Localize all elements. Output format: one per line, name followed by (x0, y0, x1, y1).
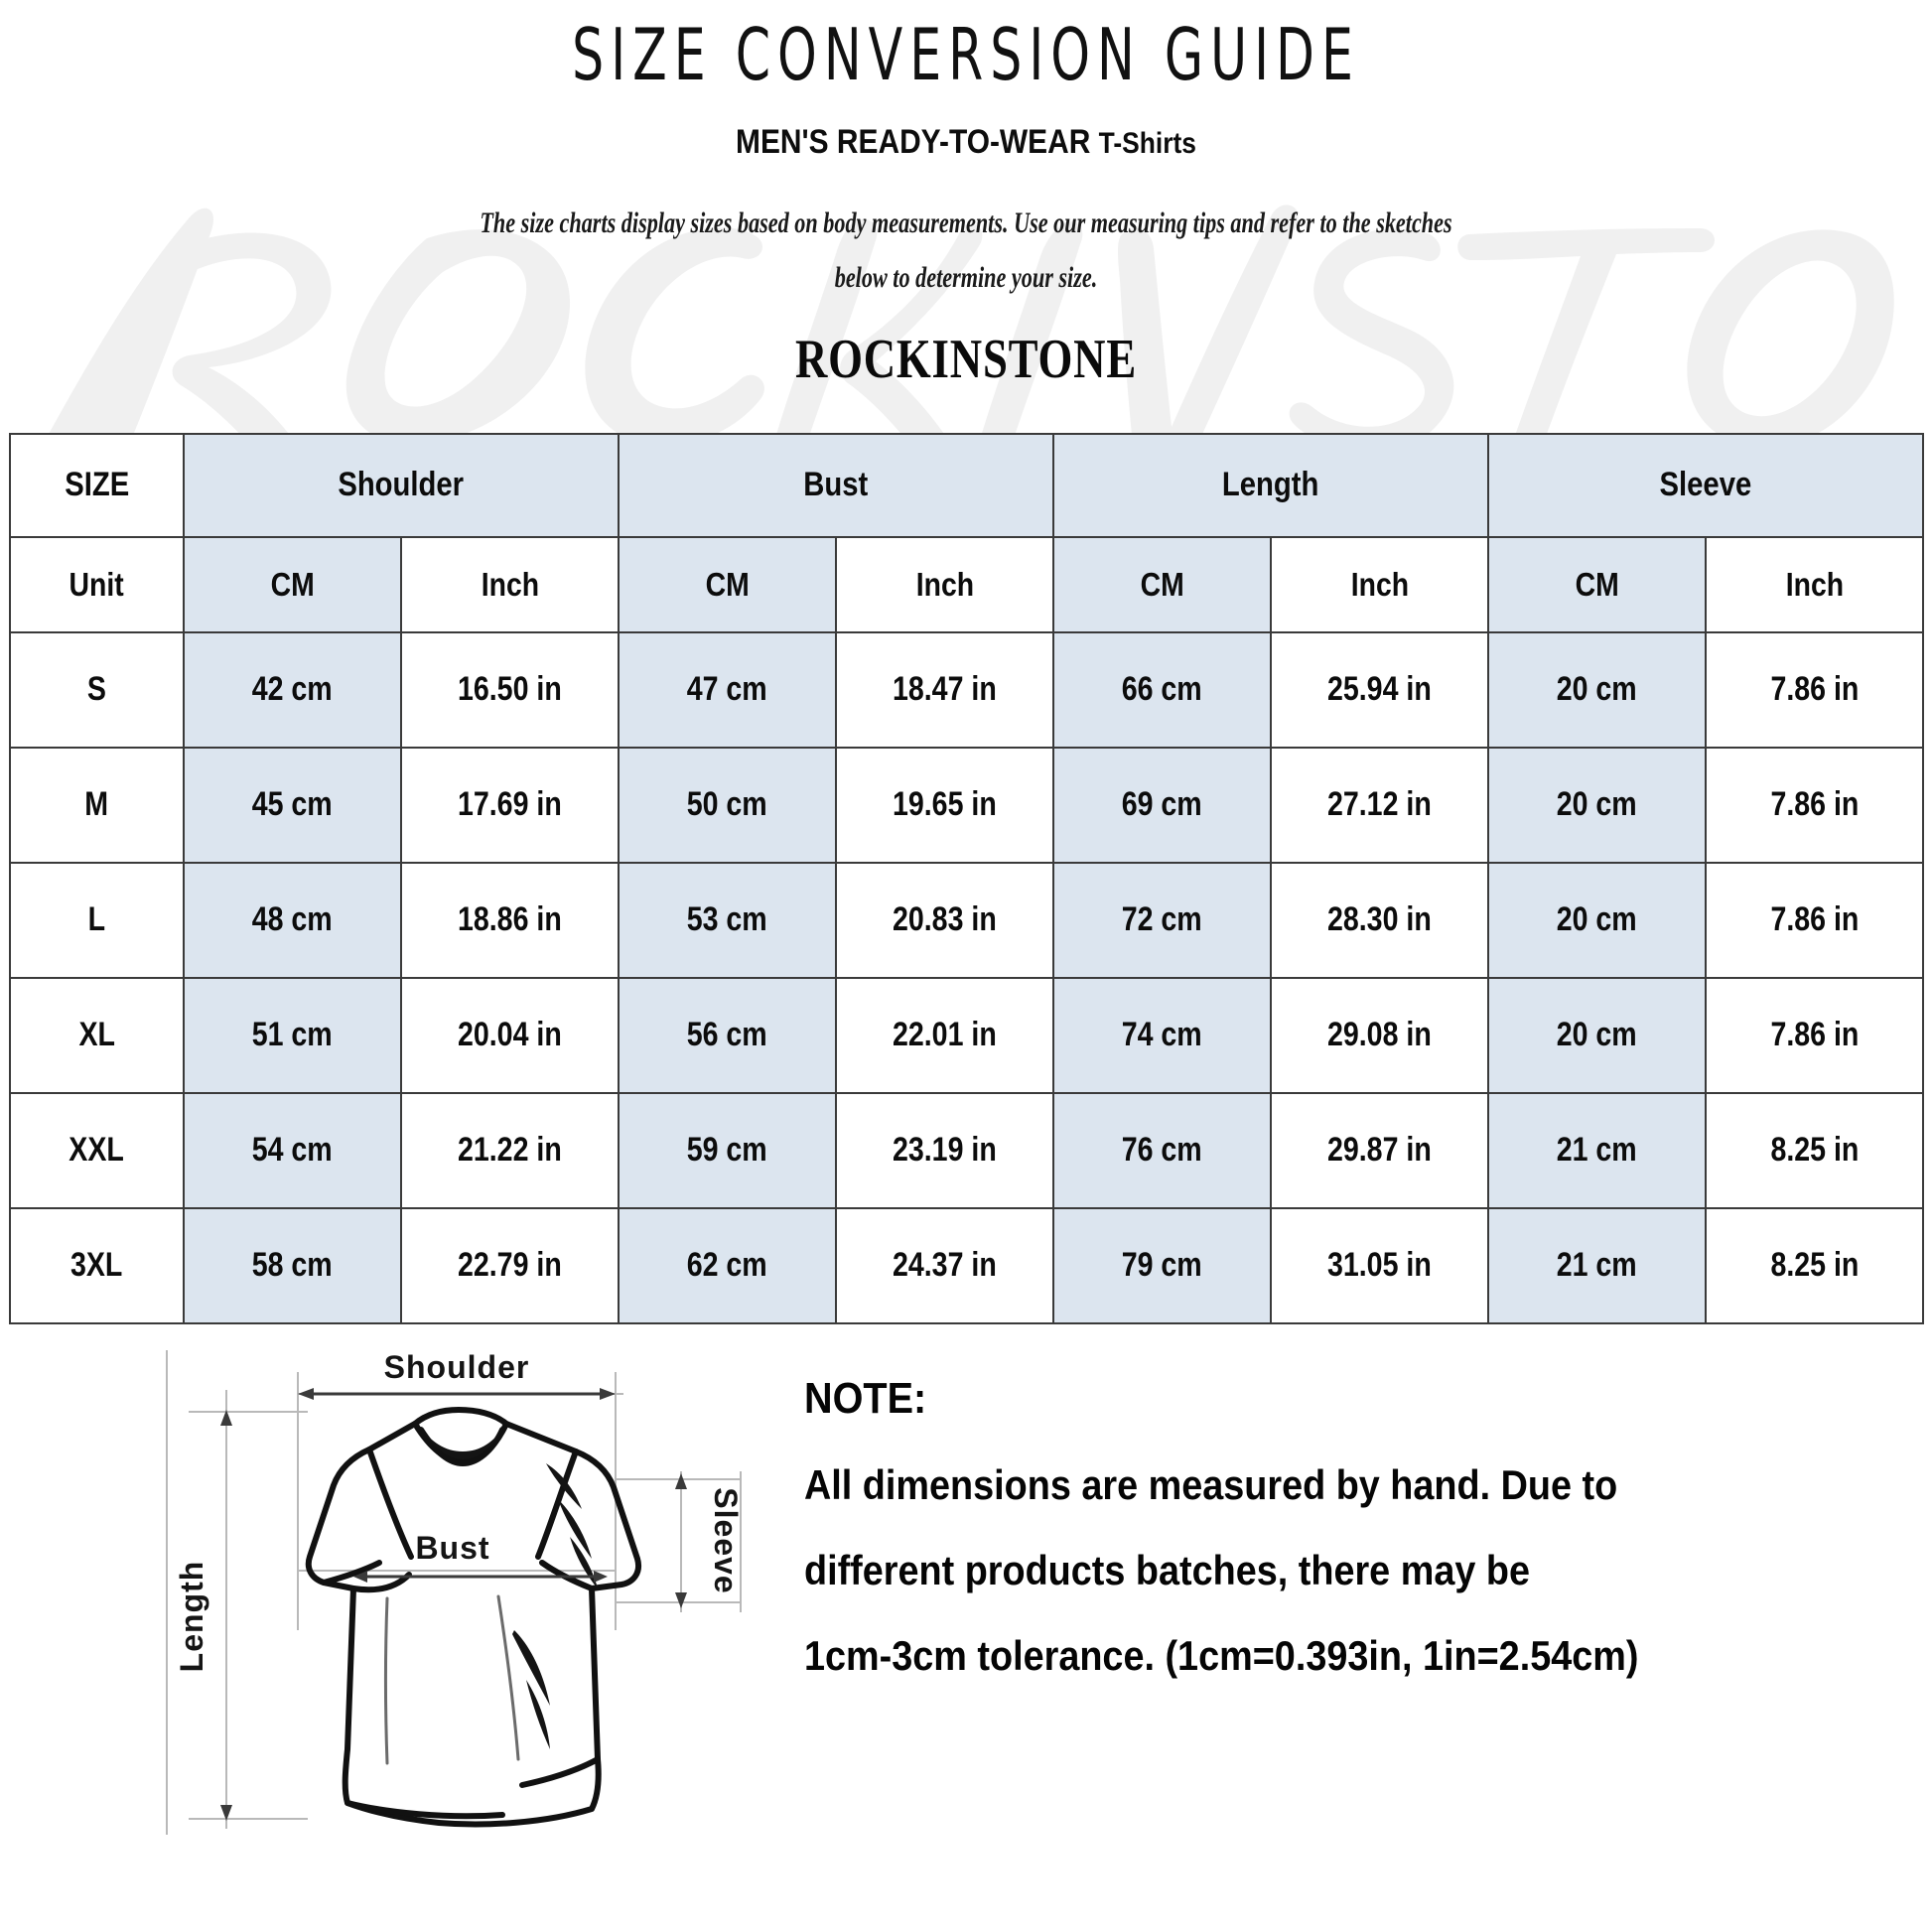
cell-r2-c4: 19.65 in (835, 746, 1054, 864)
cell-r3-c2: 18.86 in (400, 861, 620, 979)
note-line-2: different products batches, there may be (804, 1546, 1530, 1593)
cell-r1-c3: 47 cm (618, 630, 837, 749)
cell-r3-c8: 7.86 in (1704, 861, 1925, 979)
cell-r5-c2: 21.22 in (400, 1091, 620, 1209)
header-cell-group-3: Length (1052, 432, 1489, 538)
cell-r4-c5: 74 cm (1052, 976, 1272, 1094)
header-cell-unit-5: CM (1052, 535, 1272, 633)
header-cell-unit-7: CM (1487, 535, 1707, 633)
table-row: 3XL 58 cm 22.79 in 62 cm 24.37 in 79 cm 31.05 … (9, 1206, 1925, 1324)
cell-r6-c6: 31.05 in (1270, 1206, 1489, 1324)
cell-r1-c5: 66 cm (1052, 630, 1272, 749)
cell-r2-c3: 50 cm (618, 746, 837, 864)
cell-r4-c2: 20.04 in (400, 976, 620, 1094)
table-row: L 48 cm 18.86 in 53 cm 20.83 in 72 cm 28.30 in… (9, 861, 1925, 979)
table-group-header-row: SIZE Shoulder Bust Length Sleeve (9, 432, 1925, 538)
table-row: S 42 cm 16.50 in 47 cm 18.47 in 66 cm 25.94 in… (9, 630, 1925, 749)
cell-r2-c6: 27.12 in (1270, 746, 1489, 864)
header-cell-unit-4: Inch (835, 535, 1054, 633)
cell-r3-c4: 20.83 in (835, 861, 1054, 979)
table-row: XL 51 cm 20.04 in 56 cm 22.01 in 74 cm 29.08 i… (9, 976, 1925, 1094)
size-chart-table: SIZE Shoulder Bust Length Sleeve Unit CM Inch CM… (9, 432, 1925, 1324)
cell-r5-c4: 23.19 in (835, 1091, 1054, 1209)
intro-paragraph: The size charts display sizes based on b… (452, 196, 1480, 306)
cell-r3-c1: 48 cm (183, 861, 402, 979)
cell-r1-c4: 18.47 in (835, 630, 1054, 749)
tshirt-measurement-diagram: Shoulder Bust Length Sleeve (149, 1332, 784, 1849)
header-cell-group-2: Bust (618, 432, 1054, 538)
cell-r1-c2: 16.50 in (400, 630, 620, 749)
cell-r4-c7: 20 cm (1487, 976, 1707, 1094)
cell-r4-c3: 56 cm (618, 976, 837, 1094)
cell-r2-c7: 20 cm (1487, 746, 1707, 864)
cell-r5-c5: 76 cm (1052, 1091, 1272, 1209)
header-cell-group-1: Shoulder (183, 432, 620, 538)
cell-r3-c5: 72 cm (1052, 861, 1272, 979)
subtitle: MEN'S READY-TO-WEAR T-Shirts (116, 123, 1816, 162)
cell-r1-c6: 25.94 in (1270, 630, 1489, 749)
cell-r5-c8: 8.25 in (1704, 1091, 1925, 1209)
header-cell-unit-3: CM (618, 535, 837, 633)
header-cell-unit-6: Inch (1270, 535, 1489, 633)
size-table-container: SIZE Shoulder Bust Length Sleeve Unit CM Inch CM… (9, 432, 1925, 1324)
cell-r6-c1: 58 cm (183, 1206, 402, 1324)
cell-r4-c1: 51 cm (183, 976, 402, 1094)
table-row: M 45 cm 17.69 in 50 cm 19.65 in 69 cm 27.12 in… (9, 746, 1925, 864)
row-size-label: S (9, 630, 185, 749)
cell-r2-c2: 17.69 in (400, 746, 620, 864)
header-cell-unit-8: Inch (1704, 535, 1925, 633)
bottom-section: Shoulder Bust Length Sleeve NOTE: All di… (0, 1332, 1932, 1849)
cell-r4-c4: 22.01 in (835, 976, 1054, 1094)
header-cell-size: SIZE (9, 432, 185, 538)
cell-r1-c7: 20 cm (1487, 630, 1707, 749)
cell-r6-c4: 24.37 in (835, 1206, 1054, 1324)
cell-r3-c7: 20 cm (1487, 861, 1707, 979)
note-line-3: 1cm-3cm tolerance. (1cm=0.393in, 1in=2.5… (804, 1632, 1639, 1680)
cell-r2-c8: 7.86 in (1704, 746, 1925, 864)
header-block: SIZE CONVERSION GUIDE MEN'S READY-TO-WEA… (0, 13, 1932, 391)
header-cell-unit: Unit (9, 535, 185, 633)
row-size-label: XL (9, 976, 185, 1094)
brand-name: ROCKINSTONE (794, 328, 1138, 390)
cell-r1-c1: 42 cm (183, 630, 402, 749)
header-cell-group-4: Sleeve (1486, 432, 1925, 538)
note-line-1: All dimensions are measured by hand. Due… (804, 1460, 1618, 1508)
cell-r4-c8: 7.86 in (1704, 976, 1925, 1094)
cell-r6-c7: 21 cm (1487, 1206, 1707, 1324)
row-size-label: 3XL (9, 1206, 185, 1324)
row-size-label: M (9, 746, 185, 864)
bust-label: Bust (415, 1530, 489, 1566)
note-block: NOTE: All dimensions are measured by han… (784, 1332, 1932, 1681)
table-row: XXL 54 cm 21.22 in 59 cm 23.19 in 76 cm 29.87 … (9, 1091, 1925, 1209)
subtitle-main: MEN'S READY-TO-WEAR (736, 122, 1091, 161)
intro-line-1: The size charts display sizes based on b… (480, 206, 1452, 239)
row-size-label: XXL (9, 1091, 185, 1209)
cell-r4-c6: 29.08 in (1270, 976, 1489, 1094)
note-title: NOTE: (804, 1373, 927, 1423)
cell-r1-c8: 7.86 in (1704, 630, 1925, 749)
cell-r6-c5: 79 cm (1052, 1206, 1272, 1324)
table-unit-row: Unit CM Inch CM Inch CM Inch CM Inch (9, 535, 1925, 633)
cell-r5-c7: 21 cm (1487, 1091, 1707, 1209)
cell-r5-c6: 29.87 in (1270, 1091, 1489, 1209)
cell-r3-c6: 28.30 in (1270, 861, 1489, 979)
header-cell-unit-2: Inch (400, 535, 620, 633)
cell-r5-c1: 54 cm (183, 1091, 402, 1209)
cell-r6-c3: 62 cm (618, 1206, 837, 1324)
header-cell-unit-1: CM (183, 535, 402, 633)
cell-r6-c2: 22.79 in (400, 1206, 620, 1324)
page-title: SIZE CONVERSION GUIDE (572, 13, 1360, 96)
length-label: Length (174, 1560, 209, 1672)
intro-line-2: below to determine your size. (834, 261, 1098, 295)
shoulder-label: Shoulder (384, 1349, 530, 1385)
cell-r2-c1: 45 cm (183, 746, 402, 864)
cell-r6-c8: 8.25 in (1704, 1206, 1925, 1324)
sleeve-label: Sleeve (708, 1487, 744, 1593)
cell-r2-c5: 69 cm (1052, 746, 1272, 864)
cell-r3-c3: 53 cm (618, 861, 837, 979)
row-size-label: L (9, 861, 185, 979)
subtitle-product: T-Shirts (1098, 126, 1196, 160)
cell-r5-c3: 59 cm (618, 1091, 837, 1209)
